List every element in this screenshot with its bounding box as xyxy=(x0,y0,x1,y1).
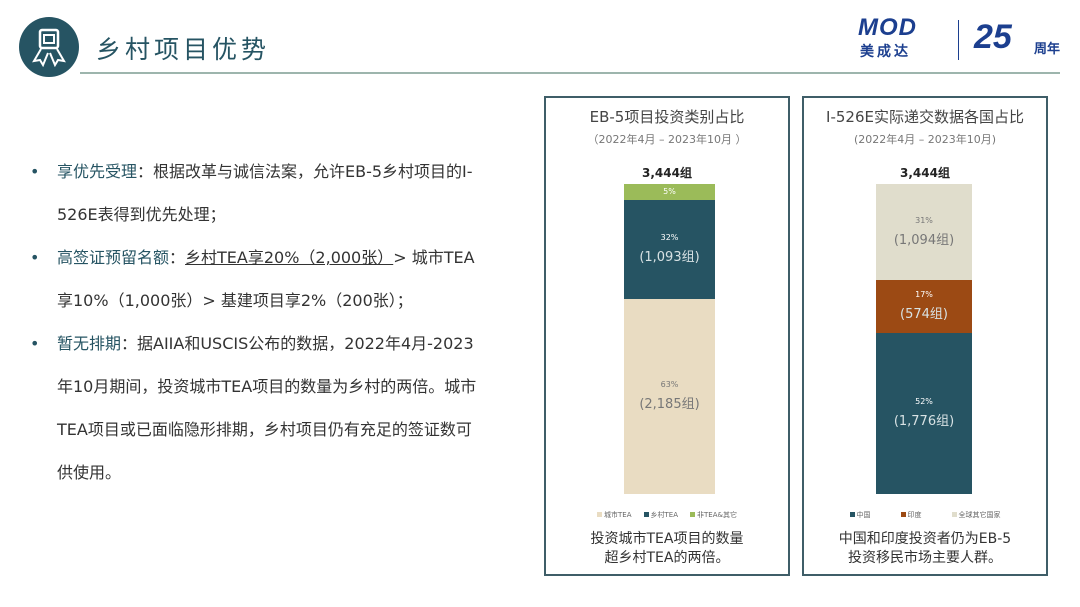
legend-label: 印度 xyxy=(907,511,922,519)
chart-panel-country: I-526E实际递交数据各国占比 (2022年4月 – 2023年10月) 3,… xyxy=(802,96,1048,576)
bullet-text: ：根据改革与诚信法案，允许EB-5乡村项目的I-526E表得到优先处理； xyxy=(57,162,473,224)
brand-separator xyxy=(958,20,959,60)
chart-total: 3,444组 xyxy=(642,166,692,180)
legend-item: 城市TEA xyxy=(597,510,632,520)
stacked-bar: 31% (1,094组) 17% (574组) 52% (1,776组) xyxy=(876,184,972,494)
footnote-line: 中国和印度投资者仍为EB-5 xyxy=(838,531,1012,547)
legend-swatch xyxy=(597,512,603,517)
title-divider xyxy=(80,72,1060,74)
chart-total: 3,444组 xyxy=(900,166,950,180)
brand-anniversary-unit: 周年 xyxy=(1034,42,1061,57)
bullet-text: > 城市TEA享10%（1,000张）> 基建项目享2%（200张）； xyxy=(57,248,475,310)
list-item: • 高签证预留名额：乡村TEA享20%（2,000张）> 城市TEA享10%（1,… xyxy=(30,236,485,322)
bar-segment: 31% (1,094组) xyxy=(876,184,972,281)
chart-panel-investment-type: EB-5项目投资类别占比 （2022年4月 – 2023年10月 ） 3,444… xyxy=(544,96,790,576)
legend-swatch xyxy=(900,512,906,517)
footnote-line: 投资移民市场主要人群。 xyxy=(848,550,1002,566)
segment-count-label: (1,093组) xyxy=(639,250,700,266)
bar-segment: 52% (1,776组) xyxy=(876,332,972,494)
segment-percent-label: 52% xyxy=(915,397,933,407)
brand-logo: MOD 美成达 25 周年 xyxy=(858,14,1068,60)
award-ribbon-icon xyxy=(19,17,79,77)
stacked-bar: 5% 32% (1,093组) 63% (2,185组) xyxy=(624,184,715,494)
bullet-sep: ： xyxy=(169,248,186,267)
chart-title: I-526E实际递交数据各国占比 xyxy=(826,108,1024,126)
segment-count-label: (1,776组) xyxy=(893,414,955,430)
bullet-dot: • xyxy=(30,162,40,181)
bullet-keyword: 享优先受理 xyxy=(57,162,138,181)
chart-subtitle: (2022年4月 – 2023年10月) xyxy=(853,133,997,146)
bullet-underlined: 乡村TEA享20%（2,000张） xyxy=(185,248,394,267)
legend-swatch xyxy=(951,512,957,517)
list-item: • 享优先受理：根据改革与诚信法案，允许EB-5乡村项目的I-526E表得到优先处… xyxy=(30,150,485,236)
list-item: • 暂无排期：据AIIA和USCIS公布的数据，2022年4月-2023年10月期… xyxy=(30,322,485,494)
chart-footnote: 中国和印度投资者仍为EB-5 投资移民市场主要人群。 xyxy=(804,530,1046,568)
bullet-dot: • xyxy=(30,334,40,353)
legend-label: 乡村TEA xyxy=(650,511,679,519)
legend-label: 非TEA&其它 xyxy=(697,511,737,519)
segment-percent-label: 63% xyxy=(660,380,679,390)
chart-legend: 城市TEA 乡村TEA 非TEA&其它 xyxy=(546,510,788,520)
brand-mod: MOD xyxy=(858,14,917,41)
bar-segment: 63% (2,185组) xyxy=(624,298,715,494)
chart-footnote: 投资城市TEA项目的数量 超乡村TEA的两倍。 xyxy=(546,530,788,568)
bar-segment: 5% xyxy=(624,184,715,200)
legend-item: 全球其它国家 xyxy=(951,510,1001,520)
bullet-text: ：据AIIA和USCIS公布的数据，2022年4月-2023年10月期间，投资城… xyxy=(57,334,477,482)
chart-legend: 中国 印度 全球其它国家 xyxy=(804,510,1046,520)
bullet-dot: • xyxy=(30,248,40,267)
legend-swatch xyxy=(690,512,696,517)
advantages-list: • 享优先受理：根据改革与诚信法案，允许EB-5乡村项目的I-526E表得到优先处… xyxy=(30,150,485,494)
legend-item: 非TEA&其它 xyxy=(690,510,737,520)
legend-label: 城市TEA xyxy=(604,511,632,519)
bar-segment: 32% (1,093组) xyxy=(624,199,715,299)
page-title: 乡村项目优势 xyxy=(96,35,271,64)
chart-title: EB-5项目投资类别占比 xyxy=(589,108,745,126)
legend-item: 中国 xyxy=(849,510,871,520)
segment-percent-label: 5% xyxy=(663,187,676,197)
footnote-line: 投资城市TEA项目的数量 xyxy=(590,531,744,547)
chart-subtitle: （2022年4月 – 2023年10月 ） xyxy=(587,133,747,146)
legend-label: 全球其它国家 xyxy=(958,511,1001,519)
legend-swatch xyxy=(849,512,855,517)
segment-percent-label: 32% xyxy=(660,233,679,243)
bar-segment: 17% (574组) xyxy=(876,280,972,333)
legend-item: 乡村TEA xyxy=(643,510,679,520)
footnote-line: 超乡村TEA的两倍。 xyxy=(604,550,730,566)
segment-percent-label: 17% xyxy=(915,290,933,300)
segment-count-label: (2,185组) xyxy=(639,397,700,413)
bullet-keyword: 高签证预留名额 xyxy=(57,248,170,267)
segment-count-label: (574组) xyxy=(900,307,948,323)
bullet-keyword: 暂无排期 xyxy=(57,334,122,353)
legend-swatch xyxy=(643,512,649,517)
segment-count-label: (1,094组) xyxy=(893,233,955,249)
legend-label: 中国 xyxy=(856,511,871,519)
legend-item: 印度 xyxy=(900,510,922,520)
brand-cn: 美成达 xyxy=(860,44,911,60)
segment-percent-label: 31% xyxy=(915,216,933,226)
brand-anniversary: 25 xyxy=(974,18,1012,56)
